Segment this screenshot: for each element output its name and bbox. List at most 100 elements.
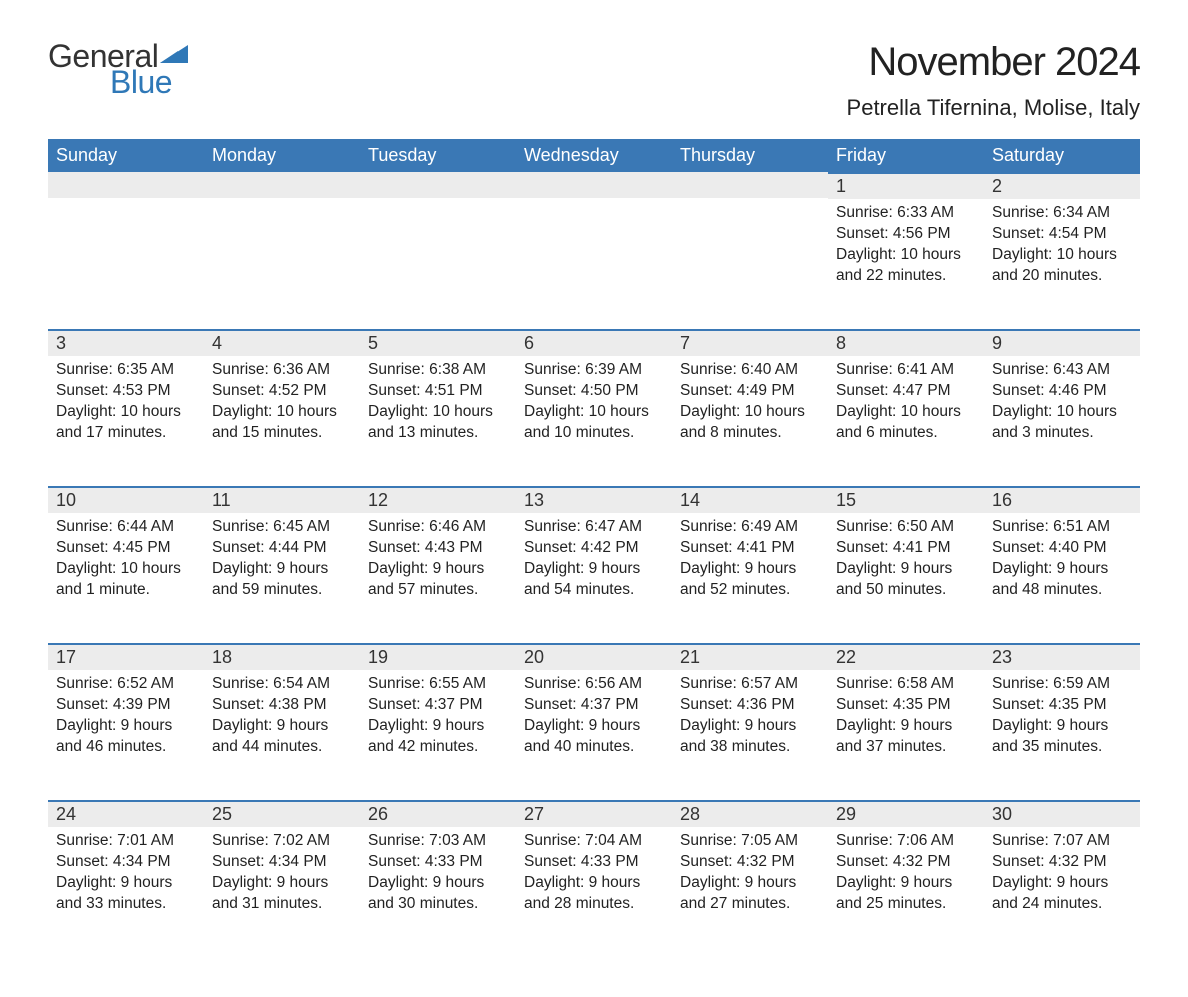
- day-number: 3: [48, 329, 204, 356]
- day-info: Sunrise: 6:33 AMSunset: 4:56 PMDaylight:…: [836, 199, 976, 287]
- header-bar: General Blue November 2024 Petrella Tife…: [48, 40, 1140, 121]
- day-cell: [672, 199, 828, 329]
- day-number-cell: 10: [48, 486, 204, 513]
- day-info: Sunrise: 7:03 AMSunset: 4:33 PMDaylight:…: [368, 827, 508, 915]
- day-day2: and 33 minutes.: [56, 894, 196, 915]
- day-cell: Sunrise: 6:47 AMSunset: 4:42 PMDaylight:…: [516, 513, 672, 643]
- brand-logo: General Blue: [48, 40, 188, 98]
- day-number-cell: 28: [672, 800, 828, 827]
- day-info: Sunrise: 6:55 AMSunset: 4:37 PMDaylight:…: [368, 670, 508, 758]
- day-number-cell: 30: [984, 800, 1140, 827]
- page-subtitle: Petrella Tifernina, Molise, Italy: [847, 95, 1140, 121]
- day-cell: Sunrise: 6:33 AMSunset: 4:56 PMDaylight:…: [828, 199, 984, 329]
- day-sunset: Sunset: 4:32 PM: [836, 852, 976, 873]
- day-number-cell: 23: [984, 643, 1140, 670]
- day-day1: Daylight: 9 hours: [212, 873, 352, 894]
- day-number-cell: 5: [360, 329, 516, 356]
- day-number: 22: [828, 643, 984, 670]
- day-sunrise: Sunrise: 6:57 AM: [680, 674, 820, 695]
- day-sunset: Sunset: 4:46 PM: [992, 381, 1132, 402]
- day-sunrise: Sunrise: 6:54 AM: [212, 674, 352, 695]
- day-number: 19: [360, 643, 516, 670]
- page-title: November 2024: [847, 40, 1140, 85]
- day-number-cell: 4: [204, 329, 360, 356]
- day-sunrise: Sunrise: 6:34 AM: [992, 203, 1132, 224]
- day-info: Sunrise: 7:07 AMSunset: 4:32 PMDaylight:…: [992, 827, 1132, 915]
- day-number-cell: [48, 172, 204, 199]
- day-cell: Sunrise: 6:54 AMSunset: 4:38 PMDaylight:…: [204, 670, 360, 800]
- day-sunset: Sunset: 4:32 PM: [992, 852, 1132, 873]
- day-day1: Daylight: 9 hours: [836, 873, 976, 894]
- day-day1: Daylight: 9 hours: [992, 716, 1132, 737]
- day-info-row: Sunrise: 6:33 AMSunset: 4:56 PMDaylight:…: [48, 199, 1140, 329]
- day-sunset: Sunset: 4:44 PM: [212, 538, 352, 559]
- day-sunset: Sunset: 4:51 PM: [368, 381, 508, 402]
- day-day1: Daylight: 9 hours: [524, 873, 664, 894]
- day-sunrise: Sunrise: 6:55 AM: [368, 674, 508, 695]
- day-sunrise: Sunrise: 6:35 AM: [56, 360, 196, 381]
- day-day1: Daylight: 9 hours: [836, 559, 976, 580]
- day-sunrise: Sunrise: 7:06 AM: [836, 831, 976, 852]
- day-day2: and 31 minutes.: [212, 894, 352, 915]
- day-info-row: Sunrise: 6:52 AMSunset: 4:39 PMDaylight:…: [48, 670, 1140, 800]
- day-number: 1: [828, 172, 984, 199]
- day-number-cell: 12: [360, 486, 516, 513]
- day-info: Sunrise: 6:52 AMSunset: 4:39 PMDaylight:…: [56, 670, 196, 758]
- day-day2: and 54 minutes.: [524, 580, 664, 601]
- day-day1: Daylight: 10 hours: [56, 402, 196, 423]
- day-number: 13: [516, 486, 672, 513]
- day-number: 9: [984, 329, 1140, 356]
- day-cell: Sunrise: 7:07 AMSunset: 4:32 PMDaylight:…: [984, 827, 1140, 957]
- day-day1: Daylight: 9 hours: [992, 873, 1132, 894]
- day-number-cell: [516, 172, 672, 199]
- day-info: Sunrise: 6:47 AMSunset: 4:42 PMDaylight:…: [524, 513, 664, 601]
- day-cell: Sunrise: 6:35 AMSunset: 4:53 PMDaylight:…: [48, 356, 204, 486]
- day-sunset: Sunset: 4:56 PM: [836, 224, 976, 245]
- day-sunset: Sunset: 4:34 PM: [212, 852, 352, 873]
- day-sunrise: Sunrise: 7:01 AM: [56, 831, 196, 852]
- day-sunrise: Sunrise: 6:39 AM: [524, 360, 664, 381]
- day-number: 15: [828, 486, 984, 513]
- day-day1: Daylight: 9 hours: [524, 716, 664, 737]
- day-day1: Daylight: 9 hours: [680, 716, 820, 737]
- weekday-header: Saturday: [984, 139, 1140, 172]
- day-cell: Sunrise: 6:56 AMSunset: 4:37 PMDaylight:…: [516, 670, 672, 800]
- day-day1: Daylight: 9 hours: [836, 716, 976, 737]
- empty-day: [672, 172, 828, 198]
- day-sunset: Sunset: 4:40 PM: [992, 538, 1132, 559]
- day-day1: Daylight: 10 hours: [992, 245, 1132, 266]
- day-cell: [48, 199, 204, 329]
- day-sunrise: Sunrise: 7:03 AM: [368, 831, 508, 852]
- brand-blue: Blue: [110, 66, 188, 98]
- day-day2: and 37 minutes.: [836, 737, 976, 758]
- day-number-row: 3456789: [48, 329, 1140, 356]
- day-info: Sunrise: 6:35 AMSunset: 4:53 PMDaylight:…: [56, 356, 196, 444]
- day-sunrise: Sunrise: 7:05 AM: [680, 831, 820, 852]
- day-day2: and 38 minutes.: [680, 737, 820, 758]
- day-day2: and 20 minutes.: [992, 266, 1132, 287]
- day-day2: and 25 minutes.: [836, 894, 976, 915]
- day-cell: Sunrise: 6:39 AMSunset: 4:50 PMDaylight:…: [516, 356, 672, 486]
- day-sunset: Sunset: 4:35 PM: [836, 695, 976, 716]
- day-number: 21: [672, 643, 828, 670]
- day-info: Sunrise: 6:41 AMSunset: 4:47 PMDaylight:…: [836, 356, 976, 444]
- day-info: Sunrise: 6:56 AMSunset: 4:37 PMDaylight:…: [524, 670, 664, 758]
- day-cell: Sunrise: 6:43 AMSunset: 4:46 PMDaylight:…: [984, 356, 1140, 486]
- calendar-table: Sunday Monday Tuesday Wednesday Thursday…: [48, 139, 1140, 957]
- day-number: 14: [672, 486, 828, 513]
- day-day1: Daylight: 9 hours: [368, 873, 508, 894]
- day-number-cell: 8: [828, 329, 984, 356]
- day-cell: Sunrise: 6:51 AMSunset: 4:40 PMDaylight:…: [984, 513, 1140, 643]
- day-day2: and 48 minutes.: [992, 580, 1132, 601]
- day-day1: Daylight: 9 hours: [680, 559, 820, 580]
- day-sunrise: Sunrise: 6:50 AM: [836, 517, 976, 538]
- day-day2: and 28 minutes.: [524, 894, 664, 915]
- day-day2: and 35 minutes.: [992, 737, 1132, 758]
- day-cell: Sunrise: 6:57 AMSunset: 4:36 PMDaylight:…: [672, 670, 828, 800]
- day-cell: [360, 199, 516, 329]
- day-day1: Daylight: 9 hours: [992, 559, 1132, 580]
- weekday-header: Monday: [204, 139, 360, 172]
- day-number: 10: [48, 486, 204, 513]
- day-number-cell: 27: [516, 800, 672, 827]
- day-info: Sunrise: 6:43 AMSunset: 4:46 PMDaylight:…: [992, 356, 1132, 444]
